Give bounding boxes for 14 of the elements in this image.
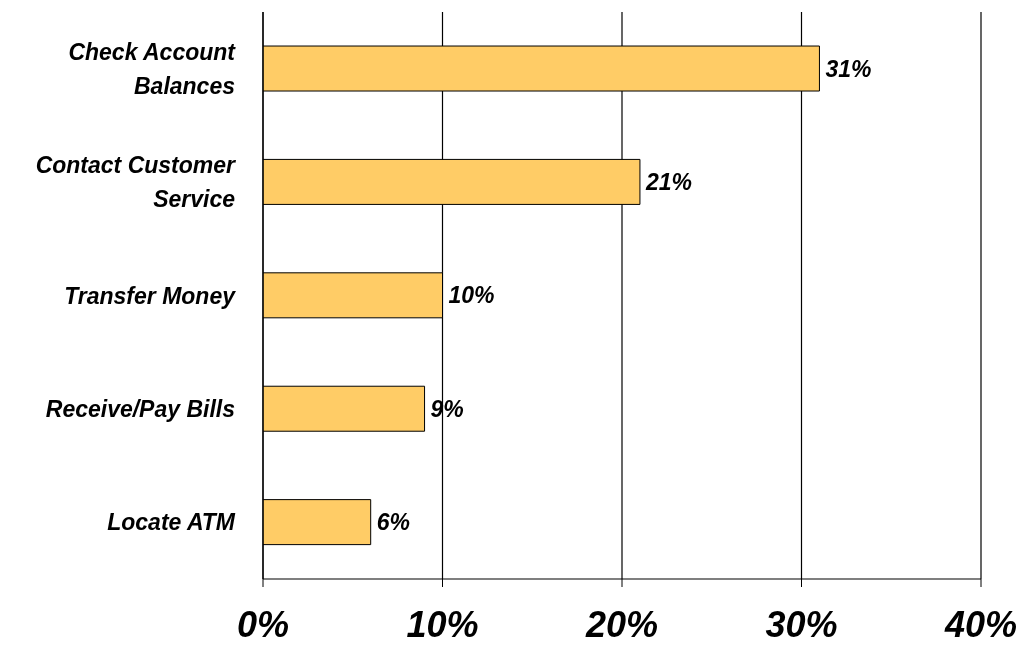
- x-tick-label: 20%: [584, 603, 659, 645]
- data-label: 21%: [644, 169, 692, 196]
- x-tick-label: 40%: [943, 603, 1018, 645]
- y-tick-label: Check Account Balances: [68, 38, 237, 99]
- y-tick-label: Transfer Money: [64, 282, 237, 309]
- y-tick-label: Receive/Pay Bills: [45, 395, 235, 422]
- data-label: 31%: [825, 55, 872, 82]
- x-tick-label: 30%: [765, 603, 838, 645]
- x-tick-label: 10%: [406, 603, 479, 645]
- y-tick-label: Locate ATM: [107, 509, 236, 536]
- y-tick-label: Contact Customer Service: [35, 152, 237, 213]
- data-label: 6%: [376, 509, 410, 536]
- x-tick-label: 0%: [236, 603, 290, 645]
- data-label: 10%: [448, 282, 495, 309]
